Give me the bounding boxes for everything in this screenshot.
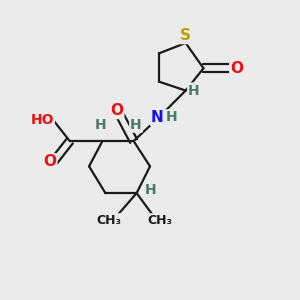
Text: N: N (151, 110, 164, 125)
Text: O: O (230, 61, 243, 76)
Text: O: O (43, 154, 56, 169)
Text: HO: HO (30, 113, 54, 127)
Text: O: O (110, 103, 123, 118)
Text: H: H (94, 118, 106, 132)
Text: S: S (180, 28, 191, 43)
Text: CH₃: CH₃ (97, 214, 122, 227)
Text: H: H (166, 110, 177, 124)
Text: H: H (188, 84, 200, 98)
Text: H: H (145, 183, 157, 197)
Text: H: H (130, 118, 142, 132)
Text: CH₃: CH₃ (147, 214, 172, 227)
